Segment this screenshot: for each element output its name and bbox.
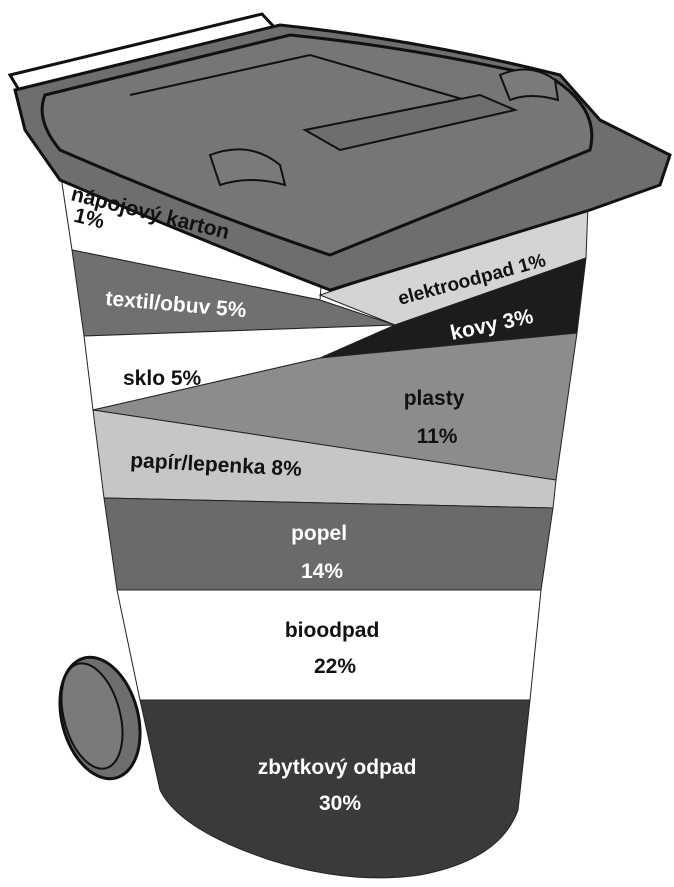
segment-name: plasty (404, 387, 465, 410)
waste-bin-infographic: nápojový karton 1% elektroodpad 1% texti… (0, 0, 674, 887)
segment-zbytkovy (140, 700, 530, 878)
segment-name: popel (291, 522, 347, 545)
segment-name: bioodpad (285, 619, 379, 642)
segment-share: 11% (417, 425, 458, 448)
segment-name: sklo (123, 367, 165, 390)
segment-share: 8% (271, 456, 303, 481)
segment-share: 5% (171, 367, 202, 390)
segment-share: 22% (314, 655, 356, 678)
segment-share: 14% (301, 560, 343, 583)
label-sklo: sklo 5% (123, 367, 202, 390)
segment-share: 30% (319, 792, 361, 815)
segment-share: 5% (215, 297, 248, 323)
segment-bioodpad (117, 590, 541, 700)
segment-name: zbytkový odpad (258, 756, 417, 779)
